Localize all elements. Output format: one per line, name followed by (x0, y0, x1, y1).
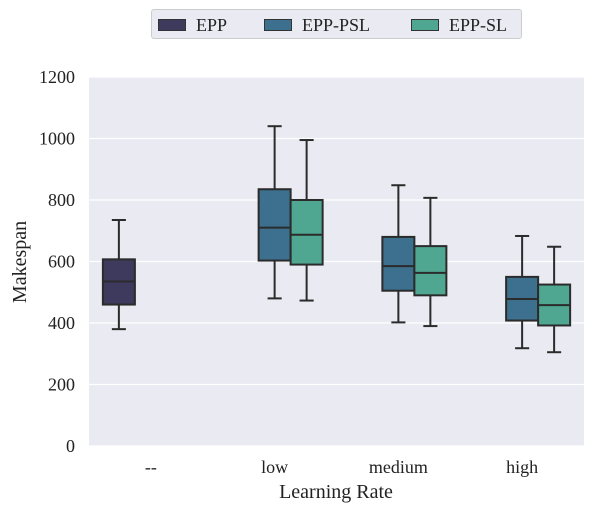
y-tick-label-200: 200 (48, 375, 75, 395)
x-tick-labels: -- low medium high (145, 457, 538, 477)
legend: EPP EPP-PSL EPP-SL (151, 9, 522, 39)
legend-label-epp: EPP (196, 15, 228, 35)
legend-swatch-epp-psl (264, 19, 292, 31)
legend-label-epp-sl: EPP-SL (449, 15, 508, 35)
y-tick-label-800: 800 (48, 190, 75, 210)
legend-label-epp-psl: EPP-PSL (302, 15, 371, 35)
legend-item-epp-sl: EPP-SL (411, 15, 507, 35)
x-tick-label-2: medium (369, 457, 428, 477)
legend-item-epp: EPP (158, 15, 227, 35)
x-tick-label-0: -- (145, 457, 157, 477)
y-axis-label: Makespan (9, 221, 31, 303)
legend-swatch-epp (158, 19, 186, 31)
gridlines (89, 76, 584, 447)
box-epp-psl-1-iqr (257, 188, 292, 262)
y-tick-label-600: 600 (48, 252, 75, 272)
y-tick-label-0: 0 (66, 436, 75, 456)
y-tick-labels: 0 200 400 600 800 1000 1200 (39, 67, 75, 456)
box-series (101, 125, 572, 354)
y-tick-label-400: 400 (48, 313, 75, 333)
box-epp-psl-2-iqr (381, 235, 416, 292)
box-epp-sl-2-iqr (413, 245, 448, 297)
y-tick-label-1200: 1200 (39, 67, 75, 87)
legend-item-epp-psl: EPP-PSL (264, 15, 370, 35)
x-tick-label-3: high (506, 457, 538, 477)
y-tick-label-1000: 1000 (39, 129, 75, 149)
x-tick-label-1: low (261, 457, 288, 477)
legend-swatch-epp-sl (411, 19, 439, 31)
box-epp-sl-1-iqr (289, 199, 324, 266)
x-axis-label: Learning Rate (279, 481, 393, 503)
